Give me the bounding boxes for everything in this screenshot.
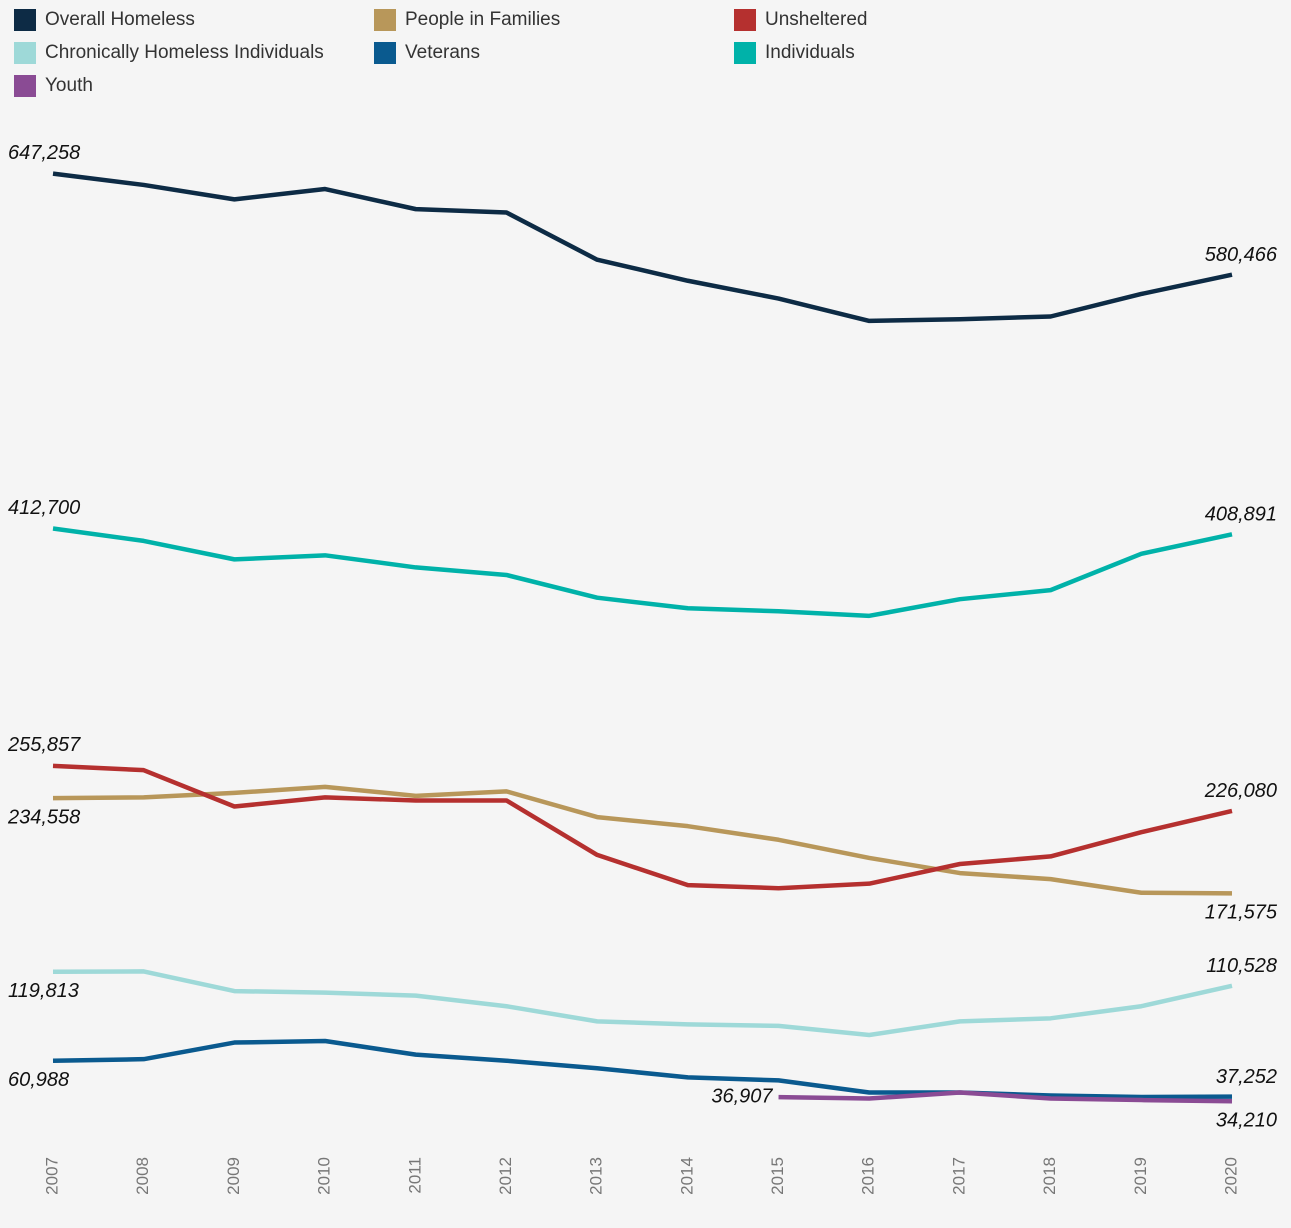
legend-label: Veterans [405, 42, 480, 63]
value-label: 60,988 [8, 1069, 69, 1091]
legend-swatch [734, 42, 756, 64]
x-tick-label: 2010 [315, 1157, 334, 1195]
x-tick-label: 2019 [1131, 1157, 1150, 1195]
series-line [52, 969, 1233, 1038]
series-line [52, 763, 1233, 891]
series-line [52, 526, 1233, 619]
legend-label: Individuals [765, 42, 855, 63]
series-line [52, 171, 1233, 324]
legend-label: Overall Homeless [45, 9, 195, 30]
x-tick-label: 2008 [133, 1157, 152, 1195]
series-line [778, 1090, 1233, 1104]
value-label: 580,466 [1205, 244, 1278, 266]
value-label: 255,857 [7, 734, 81, 756]
value-label: 226,080 [1204, 780, 1277, 802]
x-tick-label: 2014 [677, 1157, 696, 1195]
value-label: 234,558 [7, 806, 80, 828]
value-label: 110,528 [1206, 955, 1277, 977]
legend-swatch [14, 42, 36, 64]
x-tick-label: 2020 [1221, 1157, 1240, 1195]
value-label: 647,258 [8, 142, 80, 164]
value-label: 408,891 [1205, 504, 1277, 526]
legend-label: Chronically Homeless Individuals [45, 42, 324, 63]
x-tick-label: 2012 [496, 1157, 515, 1195]
legend-swatch [374, 42, 396, 64]
x-tick-label: 2013 [587, 1157, 606, 1195]
x-tick-label: 2018 [1040, 1157, 1059, 1195]
x-tick-label: 2007 [42, 1157, 61, 1195]
series-line [52, 784, 1233, 896]
x-tick-label: 2009 [224, 1157, 243, 1195]
legend-swatch [374, 9, 396, 31]
value-label: 412,700 [8, 497, 80, 519]
value-label: 171,575 [1205, 902, 1278, 924]
series-line [52, 1038, 1233, 1100]
x-tick-label: 2017 [949, 1157, 968, 1195]
legend-swatch [734, 9, 756, 31]
x-tick-label: 2015 [768, 1157, 787, 1195]
legend-label: People in Families [405, 9, 560, 30]
legend-label: Unsheltered [765, 9, 867, 30]
x-tick-label: 2011 [405, 1157, 424, 1194]
value-label: 34,210 [1216, 1110, 1277, 1132]
x-tick-label: 2016 [859, 1157, 878, 1195]
legend-label: Youth [45, 75, 93, 96]
value-label: 37,252 [1216, 1066, 1277, 1088]
legend-swatch [14, 75, 36, 97]
legend-swatch [14, 9, 36, 31]
value-label: 36,907 [711, 1085, 773, 1107]
value-label: 119,813 [8, 980, 79, 1002]
